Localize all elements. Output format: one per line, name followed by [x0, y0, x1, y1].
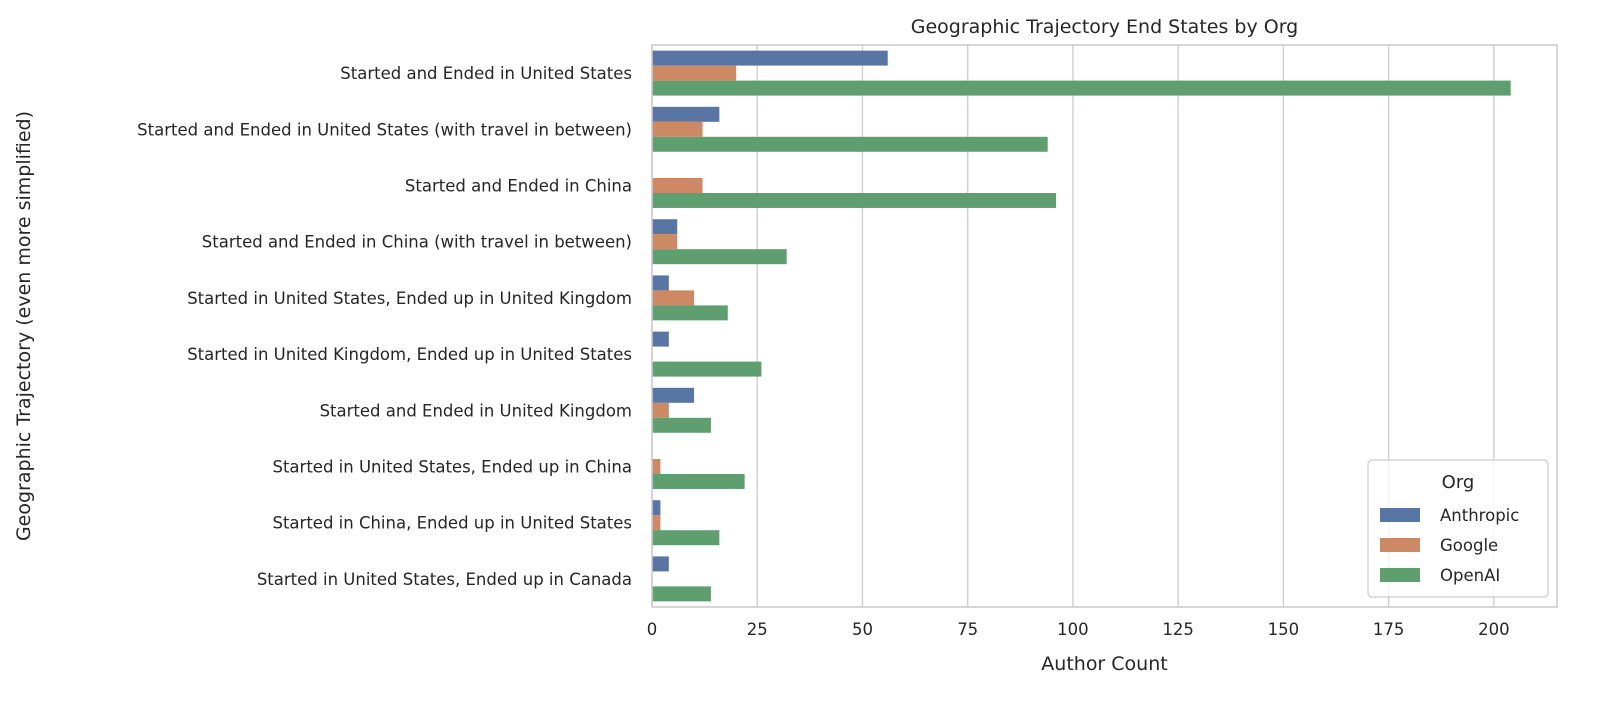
bar-google — [652, 402, 669, 418]
x-tick-label: 100 — [1057, 620, 1089, 639]
legend-label-anthropic: Anthropic — [1440, 506, 1519, 525]
bar-anthropic — [652, 106, 720, 122]
legend-label-openai: OpenAI — [1440, 566, 1500, 585]
bar-openai — [652, 136, 1048, 152]
x-tick-label: 25 — [747, 620, 768, 639]
bar-anthropic — [652, 275, 669, 291]
x-tick-labels: 0 25 50 75 100 125 150 175 200 — [647, 620, 1510, 639]
y-tick-label: Started and Ended in China (with travel … — [202, 233, 632, 252]
bar-google — [652, 515, 661, 531]
bar-anthropic — [652, 387, 695, 403]
y-axis-label: Geographic Trajectory (even more simplif… — [13, 111, 35, 541]
bar-openai — [652, 473, 745, 489]
plot-frame — [651, 44, 1558, 608]
y-tick-label: Started in United Kingdom, Ended up in U… — [187, 345, 632, 364]
bar-google — [652, 121, 703, 137]
y-tick-label: Started and Ended in United States (with… — [137, 120, 632, 139]
bar-openai — [652, 361, 762, 377]
y-tick-label: Started and Ended in United Kingdom — [320, 401, 632, 420]
bar-google — [652, 178, 703, 193]
legend-swatch-openai — [1380, 568, 1420, 582]
x-tick-label: 0 — [647, 620, 658, 639]
legend: Org Anthropic Google OpenAI — [1367, 459, 1549, 598]
bar-openai — [652, 80, 1511, 96]
bar-openai — [652, 305, 728, 321]
x-tick-label: 125 — [1162, 620, 1194, 639]
x-tick-label: 200 — [1478, 620, 1510, 639]
x-tick-label: 150 — [1268, 620, 1300, 639]
bar-anthropic — [652, 50, 888, 66]
bar-google — [652, 65, 737, 81]
bar-openai — [652, 417, 711, 433]
x-tick-label: 75 — [957, 620, 978, 639]
bar-anthropic — [652, 556, 669, 572]
bar-google — [652, 290, 695, 306]
legend-swatch-anthropic — [1380, 508, 1420, 522]
chart-title: Geographic Trajectory End States by Org — [911, 16, 1299, 38]
y-tick-labels: Started and Ended in United States Starte… — [137, 64, 632, 589]
bars — [652, 50, 1511, 602]
legend-label-google: Google — [1440, 536, 1498, 555]
bar-openai — [652, 530, 720, 546]
y-tick-label: Started and Ended in United States — [340, 64, 632, 83]
bar-openai — [652, 192, 1057, 208]
legend-title: Org — [1442, 472, 1475, 493]
x-tick-label: 175 — [1373, 620, 1405, 639]
y-tick-label: Started in United States, Ended up in Un… — [187, 289, 632, 308]
bar-anthropic — [652, 331, 669, 347]
bar-google — [652, 459, 661, 474]
bar-openai — [652, 249, 787, 265]
y-tick-label: Started in United States, Ended up in Ca… — [257, 570, 632, 589]
y-tick-label: Started in United States, Ended up in Ch… — [272, 458, 632, 477]
bar-anthropic — [652, 219, 678, 235]
legend-box — [1367, 459, 1549, 598]
y-tick-label: Started and Ended in China — [405, 177, 632, 196]
x-tick-label: 50 — [852, 620, 873, 639]
legend-swatch-google — [1380, 538, 1420, 552]
y-tick-label: Started in China, Ended up in United Sta… — [272, 514, 632, 533]
bar-anthropic — [652, 500, 661, 516]
bar-openai — [652, 586, 711, 602]
bar-google — [652, 234, 678, 250]
x-axis-label: Author Count — [1041, 653, 1167, 675]
